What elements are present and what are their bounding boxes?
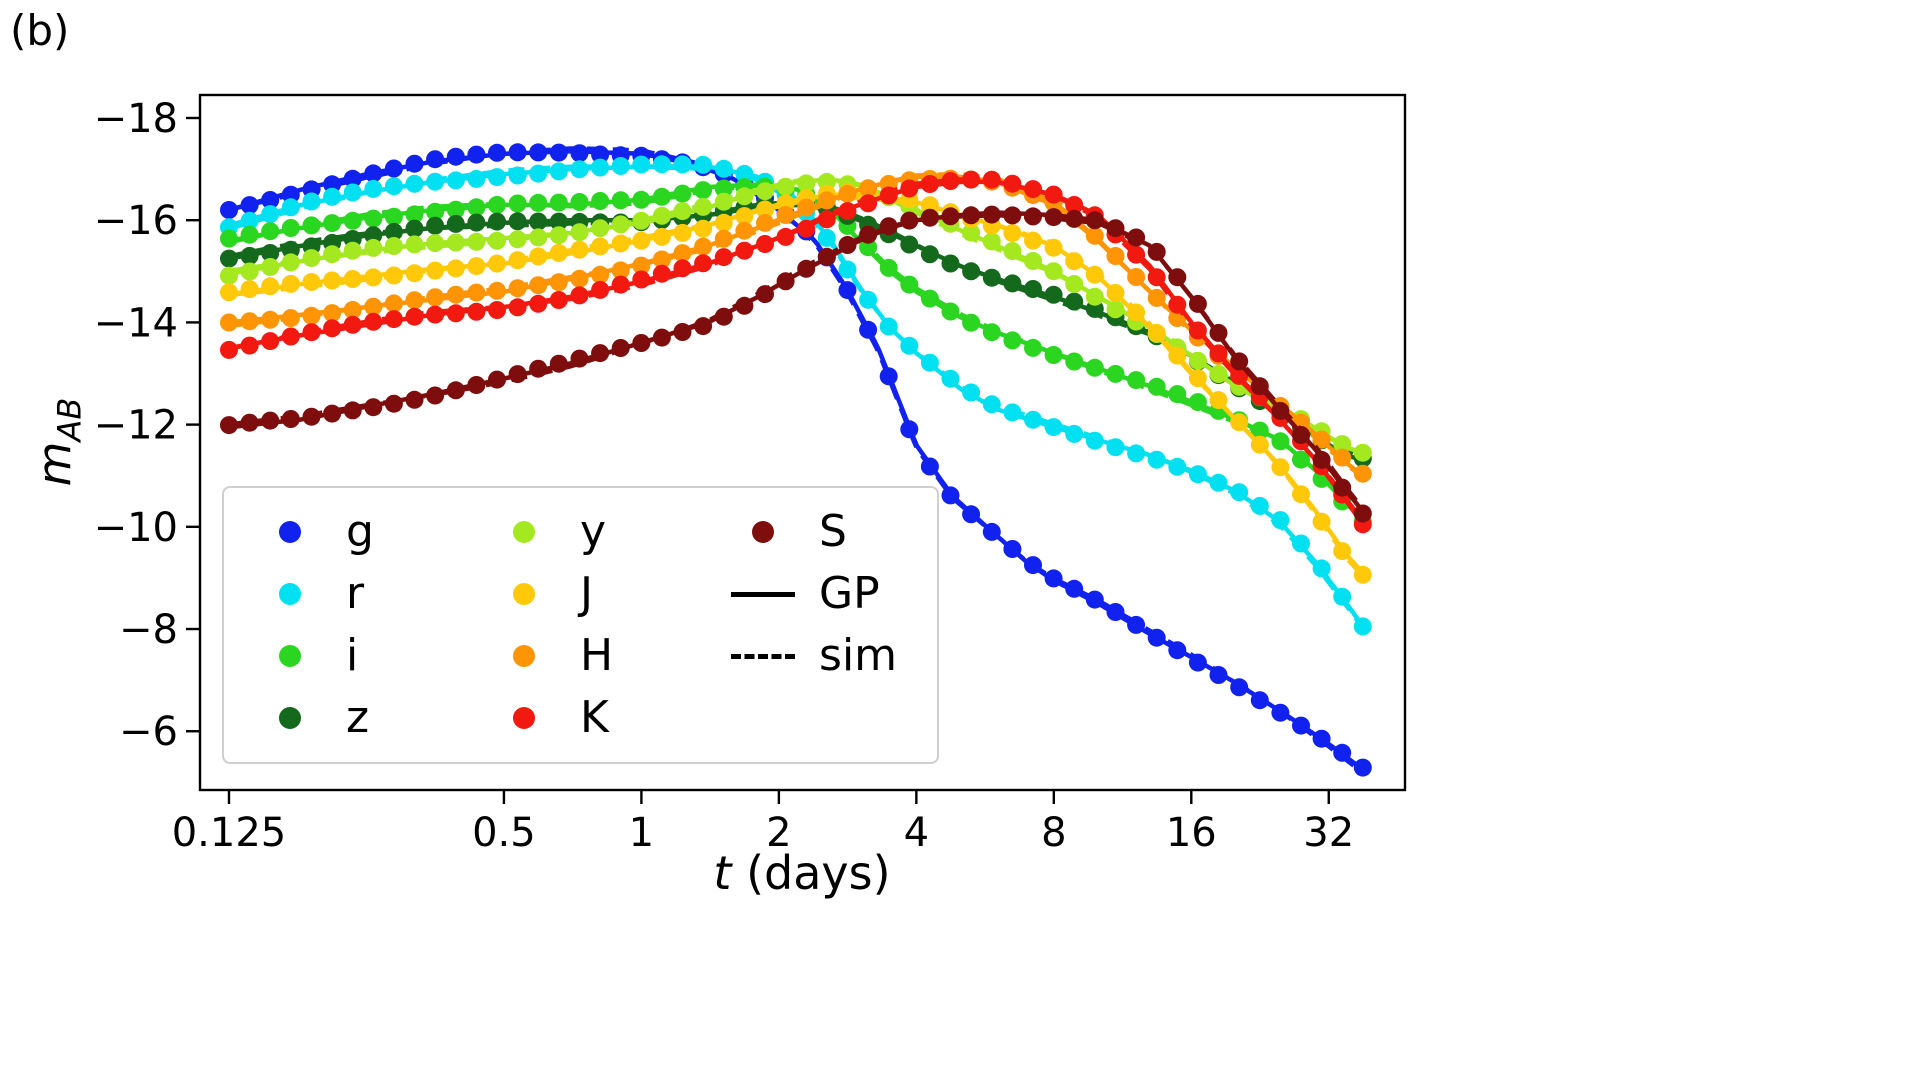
y-tick-label-−10: −10 [94, 505, 178, 551]
legend-item-y: y [484, 504, 613, 560]
r-band-dot-icon [250, 583, 330, 605]
dot-marker-icon [279, 583, 301, 605]
dot-marker-icon [279, 521, 301, 543]
data-point [1353, 504, 1372, 523]
series-S-sim-line [228, 213, 1365, 510]
series-layer [220, 143, 1372, 777]
legend-column-2: S GP sim [723, 504, 897, 746]
y-axis-label-variable: m [27, 441, 82, 487]
series-g-sim-line [228, 146, 1365, 775]
series-g-gp-line [228, 148, 1365, 772]
legend-item-S: S [723, 504, 897, 560]
series-g [220, 143, 1372, 777]
J-band-dot-icon [484, 583, 564, 605]
legend-item-label: GP [819, 568, 880, 619]
legend-item-H: H [484, 628, 613, 684]
legend-item-label: S [819, 506, 847, 557]
y-tick-label-−8: −8 [119, 607, 178, 653]
legend: g r i z y J H K S GP sim [222, 486, 940, 764]
series-r [220, 155, 1372, 636]
axes-box [198, 93, 1407, 792]
series-K [220, 170, 1372, 534]
sim-line-marker-icon [731, 653, 796, 659]
dot-marker-icon [512, 707, 535, 729]
panel-label: (b) [10, 6, 70, 55]
legend-item-K: K [484, 690, 613, 746]
K-band-dot-icon [484, 707, 564, 729]
x-tick-label-8: 8 [1041, 810, 1066, 856]
dot-marker-icon [279, 645, 301, 667]
S-band-dot-icon [723, 521, 803, 543]
dot-marker-icon [512, 583, 535, 605]
y-tick-label-−14: −14 [94, 300, 178, 346]
x-tick-label-2: 2 [766, 810, 791, 856]
series-S [220, 205, 1372, 523]
dot-marker-icon [752, 521, 775, 543]
z-band-dot-icon [250, 707, 330, 729]
y-tick-label-−18: −18 [94, 96, 178, 142]
series-i-sim-line [228, 184, 1365, 519]
legend-item-label: K [579, 692, 609, 743]
legend-item-label: z [346, 692, 370, 743]
legend-item-sim: sim [723, 628, 897, 684]
gp-line-marker-icon [731, 591, 796, 597]
series-y-sim-line [228, 177, 1364, 456]
dot-marker-icon [279, 707, 301, 729]
y-band-dot-icon [484, 521, 564, 543]
H-band-dot-icon [484, 645, 564, 667]
x-axis-label-units: (days) [731, 846, 891, 900]
series-K-sim-line [228, 177, 1365, 523]
legend-item-label: H [579, 630, 614, 681]
g-band-dot-icon [250, 521, 330, 543]
legend-item-r: r [250, 566, 374, 622]
data-point [220, 340, 238, 359]
legend-item-i: i [250, 628, 374, 684]
y-tick-label-−16: −16 [94, 198, 178, 244]
series-H-gp-line [228, 174, 1365, 478]
x-axis-label-variable: t [713, 846, 732, 900]
x-tick-label-16: 16 [1166, 810, 1217, 856]
series-H-sim-line [228, 171, 1364, 479]
dot-marker-icon [512, 521, 535, 543]
x-tick-label-1: 1 [629, 810, 654, 856]
legend-item-label: i [346, 630, 359, 681]
legend-item-J: J [484, 566, 613, 622]
legend-item-label: g [346, 506, 374, 557]
y-axis-label-subscript: AB [50, 397, 89, 442]
y-tick-label-−6: −6 [119, 709, 178, 755]
x-tick-label-32: 32 [1303, 810, 1354, 856]
x-tick-label-0.125: 0.125 [172, 810, 287, 856]
legend-item-label: y [579, 506, 606, 557]
x-tick-label-0.5: 0.5 [472, 810, 536, 856]
legend-item-GP: GP [723, 566, 897, 622]
legend-item-label: sim [819, 630, 898, 681]
dot-marker-icon [512, 645, 535, 667]
y-axis-label: mAB [27, 398, 88, 487]
dashed-line-icon [723, 653, 803, 659]
x-tick-label-4: 4 [904, 810, 929, 856]
data-point [549, 193, 568, 212]
y-tick-label-−12: −12 [94, 403, 178, 449]
legend-item-g: g [250, 504, 374, 560]
solid-line-icon [723, 591, 803, 597]
legend-item-z: z [250, 690, 374, 746]
series-J-sim-line [228, 196, 1365, 578]
legend-item-label: r [346, 568, 365, 619]
i-band-dot-icon [250, 645, 330, 667]
legend-item-label: J [579, 568, 593, 619]
x-axis-label: t (days) [713, 846, 890, 900]
